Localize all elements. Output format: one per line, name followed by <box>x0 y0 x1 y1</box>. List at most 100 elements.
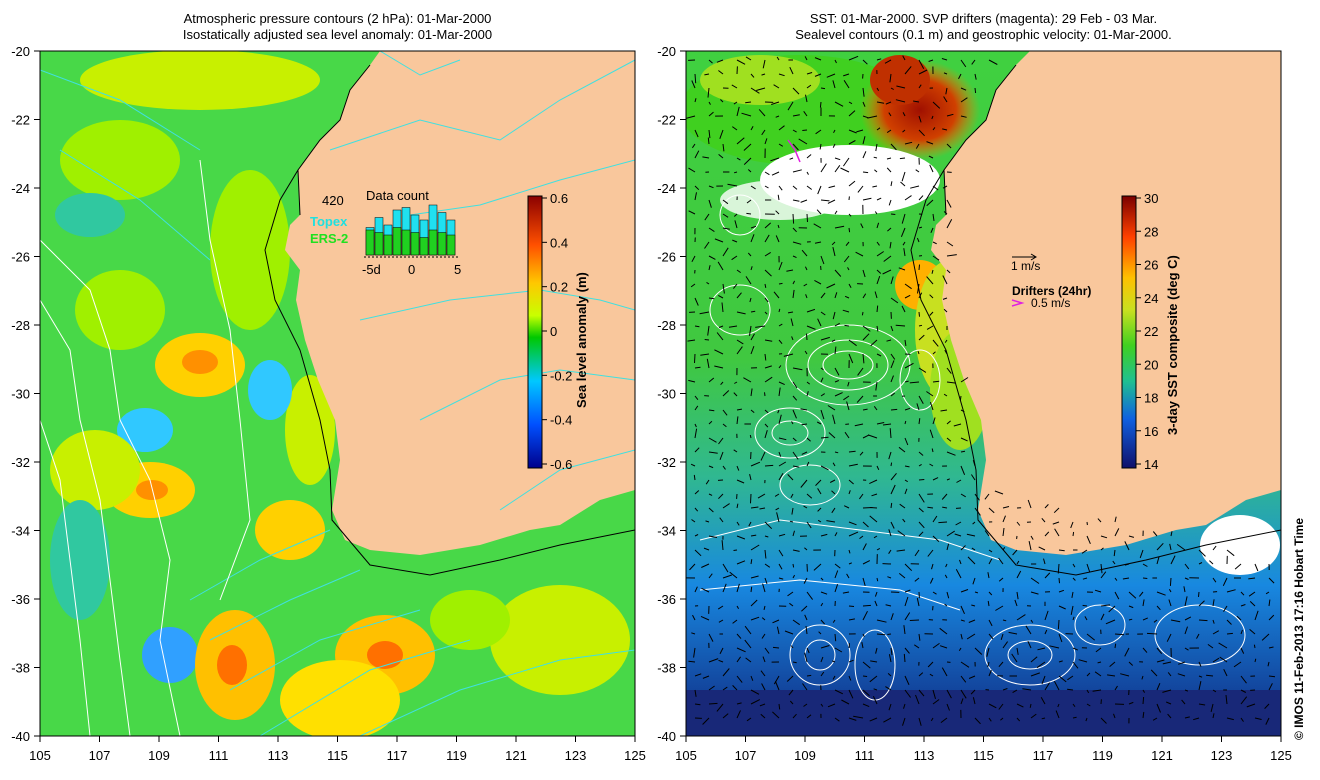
velocity-arrow <box>787 591 794 597</box>
velocity-arrow <box>1156 542 1164 551</box>
velocity-arrow <box>1124 541 1130 551</box>
velocity-arrow <box>904 437 909 446</box>
velocity-arrow <box>1226 632 1233 635</box>
velocity-arrow <box>988 669 992 677</box>
velocity-arrow <box>1167 672 1172 677</box>
velocity-arrow <box>876 241 880 246</box>
velocity-arrow <box>988 591 993 596</box>
velocity-arrow <box>862 269 866 278</box>
velocity-arrow <box>932 535 940 542</box>
velocity-arrow <box>702 675 710 679</box>
velocity-arrow <box>750 534 757 537</box>
velocity-arrow <box>762 583 766 593</box>
velocity-arrow <box>931 115 934 120</box>
velocity-arrow <box>1128 618 1133 621</box>
velocity-arrow <box>932 101 941 109</box>
velocity-arrow <box>733 392 738 397</box>
velocity-arrow <box>716 59 724 63</box>
velocity-arrow <box>1219 656 1228 663</box>
velocity-arrow <box>1036 661 1046 669</box>
velocity-arrow <box>946 381 956 384</box>
velocity-arrow <box>848 110 856 117</box>
velocity-arrow <box>804 56 808 61</box>
velocity-arrow <box>1002 506 1010 509</box>
velocity-arrow <box>1070 521 1074 529</box>
velocity-arrow <box>904 488 908 495</box>
velocity-arrow <box>946 113 954 117</box>
velocity-arrow <box>1142 599 1145 607</box>
velocity-arrow <box>946 219 953 229</box>
velocity-arrow <box>762 656 766 663</box>
velocity-arrow <box>1044 504 1049 509</box>
velocity-arrow <box>872 185 878 188</box>
velocity-arrow <box>1070 605 1074 615</box>
velocity-arrow <box>820 87 826 90</box>
velocity-arrow <box>1142 647 1148 653</box>
velocity-arrow <box>803 283 808 287</box>
velocity-arrow <box>960 115 967 118</box>
velocity-arrow <box>1268 646 1274 649</box>
velocity-arrow <box>1128 661 1134 666</box>
velocity-arrow <box>1092 689 1102 692</box>
velocity-arrow <box>1002 641 1009 649</box>
velocity-arrow <box>918 521 925 529</box>
velocity-arrow <box>918 367 927 373</box>
velocity-arrow <box>714 365 724 369</box>
velocity-arrow <box>848 479 854 485</box>
right-lat-tick-label: -32 <box>657 455 676 470</box>
velocity-arrow <box>932 380 940 383</box>
velocity-arrow <box>960 87 967 91</box>
velocity-arrow <box>1109 661 1116 667</box>
velocity-arrow <box>876 251 884 257</box>
velocity-arrow <box>848 531 859 537</box>
velocity-arrow <box>1114 685 1118 691</box>
velocity-arrow <box>834 392 843 397</box>
velocity-arrow <box>904 563 913 572</box>
velocity-arrow <box>1114 633 1125 636</box>
velocity-arrow <box>848 605 855 607</box>
velocity-arrow <box>1027 499 1032 509</box>
sla-cbar-tick-label: 0 <box>550 324 557 339</box>
velocity-arrow <box>792 213 795 224</box>
right-lat-tick-label: -30 <box>657 387 676 402</box>
velocity-arrow <box>918 324 923 327</box>
velocity-arrow <box>778 577 784 580</box>
velocity-arrow <box>932 689 936 700</box>
velocity-arrow <box>932 241 937 245</box>
velocity-arrow <box>903 653 906 663</box>
right-lon-tick-label: 111 <box>855 748 875 763</box>
velocity-arrow <box>1198 675 1203 678</box>
velocity-arrow <box>1240 591 1245 596</box>
left-lon-tick-label: 107 <box>89 748 111 763</box>
velocity-arrow <box>694 98 697 103</box>
velocity-arrow <box>918 195 924 201</box>
velocity-arrow <box>931 563 934 570</box>
velocity-arrow <box>862 408 868 411</box>
velocity-arrow <box>856 129 864 133</box>
velocity-arrow <box>718 294 724 299</box>
velocity-arrow <box>790 645 794 649</box>
velocity-arrow <box>909 381 920 384</box>
velocity-arrow <box>862 543 867 551</box>
right-lon-tick-label: 119 <box>1092 748 1113 763</box>
left-lon-tick-label: 119 <box>446 748 467 763</box>
velocity-arrow <box>1156 556 1160 565</box>
velocity-arrow <box>848 180 856 187</box>
left-lon-tick-label: 115 <box>327 748 348 763</box>
velocity-arrow <box>904 141 913 145</box>
velocity-arrow <box>1225 695 1228 705</box>
velocity-arrow <box>722 574 732 579</box>
velocity-arrow <box>974 647 983 655</box>
velocity-arrow <box>939 627 948 635</box>
white-contours <box>40 159 251 736</box>
velocity-arrow <box>750 586 753 593</box>
velocity-arrow <box>958 647 962 652</box>
velocity-arrow <box>916 403 920 411</box>
velocity-arrow <box>1198 619 1208 622</box>
velocity-arrow <box>876 58 882 61</box>
velocity-arrow <box>971 547 976 551</box>
velocity-arrow <box>736 465 740 471</box>
velocity-arrow <box>778 549 784 557</box>
velocity-arrow <box>876 619 887 623</box>
velocity-arrow <box>876 269 882 274</box>
